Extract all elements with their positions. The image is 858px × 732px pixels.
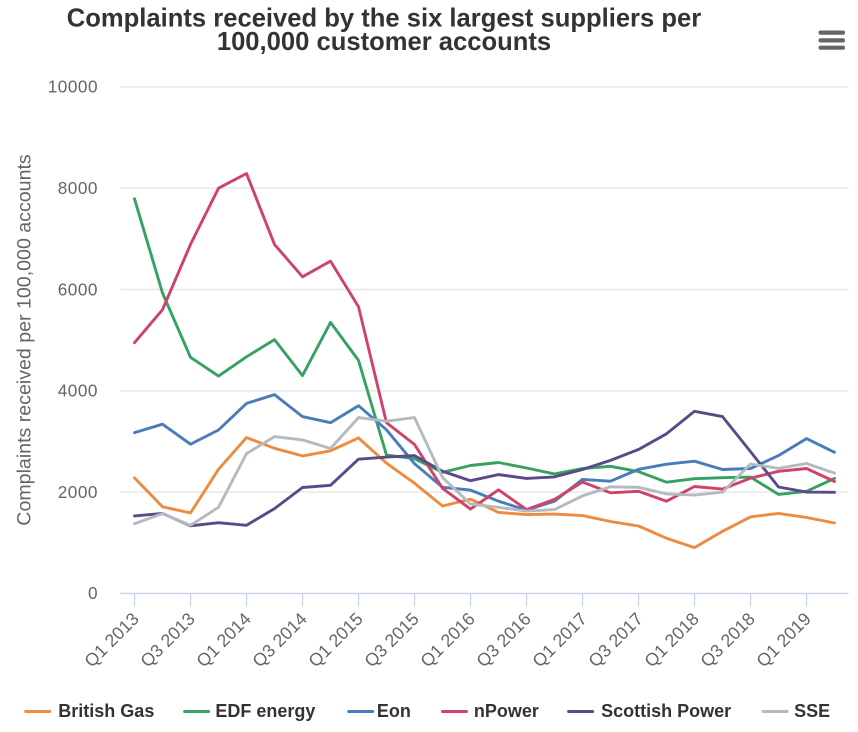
svg-text:10000: 10000 [48, 77, 98, 97]
svg-text:8000: 8000 [58, 178, 98, 198]
svg-text:Complaints received by the six: Complaints received by the six largest s… [67, 4, 701, 32]
svg-text:4000: 4000 [58, 381, 98, 401]
svg-text:nPower: nPower [474, 701, 539, 721]
svg-text:British Gas: British Gas [58, 701, 154, 721]
svg-text:Eon: Eon [377, 701, 411, 721]
svg-text:6000: 6000 [58, 279, 98, 299]
svg-text:SSE: SSE [794, 701, 830, 721]
svg-text:100,000 customer accounts: 100,000 customer accounts [217, 28, 551, 56]
svg-text:Scottish Power: Scottish Power [601, 701, 731, 721]
svg-text:Complaints received per 100,00: Complaints received per 100,000 accounts [14, 154, 36, 526]
svg-text:EDF energy: EDF energy [215, 701, 315, 721]
svg-text:0: 0 [88, 583, 98, 603]
svg-text:2000: 2000 [58, 482, 98, 502]
